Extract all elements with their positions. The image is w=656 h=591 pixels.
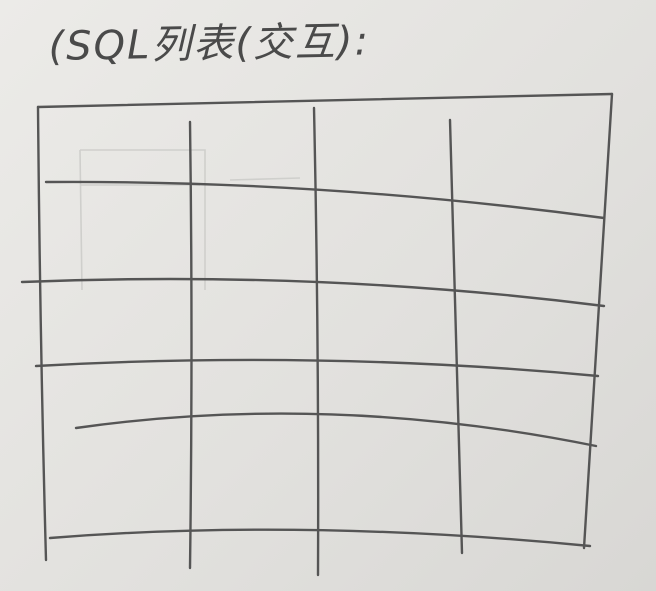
table-right-border [582, 92, 614, 550]
row-divider-2 [20, 277, 606, 308]
column-divider-2 [312, 106, 320, 577]
column-divider-3 [448, 118, 464, 555]
column-divider-1 [188, 120, 193, 570]
table-top-border [36, 92, 614, 109]
table-left-border [36, 105, 48, 562]
table-bottom-border [48, 528, 592, 548]
row-divider-1 [44, 180, 606, 220]
row-divider-4 [74, 412, 598, 448]
show-through-marks [79, 149, 301, 291]
